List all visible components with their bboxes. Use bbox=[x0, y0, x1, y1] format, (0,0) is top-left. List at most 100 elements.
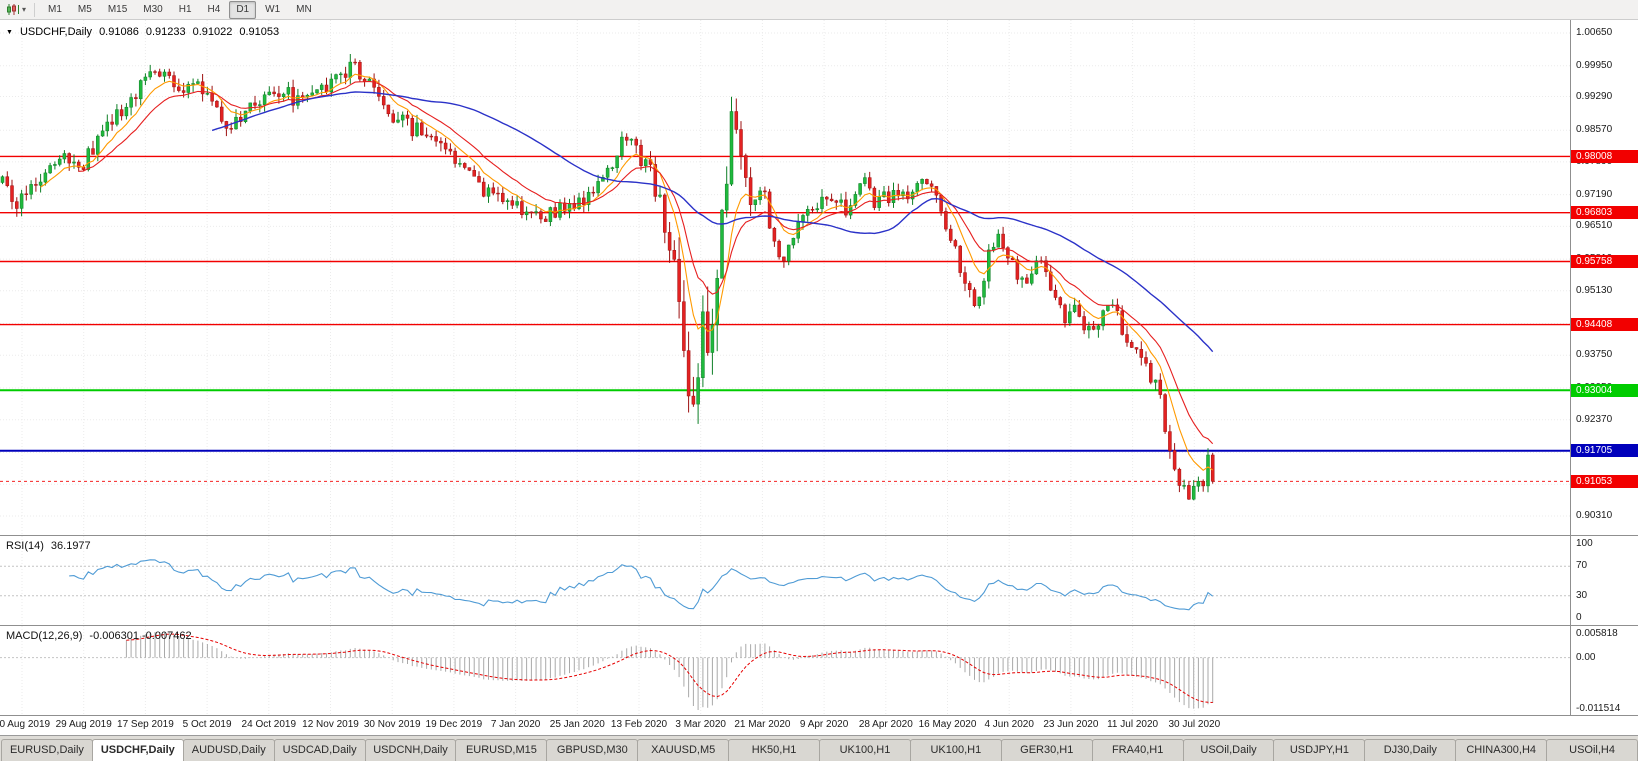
mini-candle-icon bbox=[7, 4, 19, 15]
date-axis-label: 9 Apr 2020 bbox=[799, 719, 849, 730]
chart-tab-eurusd-m15[interactable]: EURUSD,M15 bbox=[455, 739, 548, 761]
timeframe-button-m15[interactable]: M15 bbox=[107, 3, 128, 15]
timeframe-button-mn[interactable]: MN bbox=[296, 3, 312, 15]
timeframe-button-m5[interactable]: M5 bbox=[77, 3, 92, 15]
price-level-tag-0.96803[interactable]: 0.96803 bbox=[1571, 206, 1638, 220]
date-axis-label: 23 Jun 2020 bbox=[1043, 719, 1099, 730]
chart-tab-ger30-h1[interactable]: GER30,H1 bbox=[1000, 739, 1093, 761]
date-axis-label: 21 Mar 2020 bbox=[734, 719, 791, 730]
chart-tab-usdchf-daily[interactable]: USDCHF,Daily bbox=[91, 739, 184, 761]
chart-tab-bar: EURUSD,Daily USDCHF,Daily AUDUSD,Daily USDC… bbox=[0, 735, 1638, 761]
date-axis-label: 7 Jan 2020 bbox=[490, 719, 541, 730]
date-axis-label: 13 Feb 2020 bbox=[610, 719, 668, 730]
date-axis-label: 12 Nov 2019 bbox=[302, 719, 359, 730]
symbol-period-label: USDCHF,Daily bbox=[19, 26, 93, 38]
date-axis-label: 3 Mar 2020 bbox=[675, 719, 726, 730]
chart-tab-usoil-daily[interactable]: USOil,Daily bbox=[1182, 739, 1275, 761]
rsi-axis-label: 70 bbox=[1576, 560, 1588, 572]
rsi-canvas[interactable] bbox=[0, 536, 1570, 625]
timeframe-button-d1[interactable]: D1 bbox=[229, 0, 257, 19]
chart-tab-china300-h4[interactable]: CHINA300,H4 bbox=[1455, 739, 1548, 761]
timeframe-toolbar: ▾ M1 M5 M15 M30 H1 H4 D1 W1 MN bbox=[0, 0, 1638, 20]
symbol-dropdown-icon[interactable]: ▼ bbox=[6, 28, 13, 36]
macd-axis-label: 0.005818 bbox=[1576, 628, 1618, 639]
price-level-tag-0.93004[interactable]: 0.93004 bbox=[1571, 383, 1638, 397]
timeframe-button-m1[interactable]: M1 bbox=[48, 3, 62, 15]
price-axis-label: 0.97190 bbox=[1576, 188, 1613, 200]
price-axis-label: 0.90310 bbox=[1576, 510, 1613, 521]
rsi-indicator-panel[interactable]: RSI(14) 36.1977 bbox=[0, 536, 1570, 626]
rsi-axis: 100 70 30 0 bbox=[1570, 536, 1638, 626]
price-level-tag-0.98008[interactable]: 0.98008 bbox=[1571, 149, 1638, 163]
date-axis-label: 16 May 2020 bbox=[918, 719, 977, 730]
rsi-axis-label: 100 bbox=[1576, 538, 1593, 549]
macd-canvas[interactable] bbox=[0, 626, 1570, 715]
time-axis[interactable]: 10 Aug 2019 29 Aug 2019 17 Sep 2019 5 Oct 2… bbox=[0, 716, 1638, 735]
chart-menu-button[interactable]: ▾ bbox=[4, 3, 29, 16]
date-axis-label: 28 Apr 2020 bbox=[858, 719, 913, 730]
price-level-tag-0.95758[interactable]: 0.95758 bbox=[1571, 255, 1638, 268]
macd-axis-label: 0.00 bbox=[1576, 651, 1596, 663]
chart-tab-usoil-h4[interactable]: USOil,H4 bbox=[1546, 739, 1638, 761]
chart-workspace: ▼ USDCHF,Daily 0.91086 0.91233 0.91022 0… bbox=[0, 20, 1638, 735]
chart-tab-usdcnh-daily[interactable]: USDCNH,Daily bbox=[364, 739, 457, 761]
macd-title: MACD(12,26,9) -0.006301 -0.007462 bbox=[6, 630, 192, 642]
ohlc-open: 0.91086 bbox=[99, 26, 139, 38]
price-axis-label: 0.93750 bbox=[1576, 349, 1613, 361]
price-level-tag-0.91053[interactable]: 0.91053 bbox=[1571, 474, 1638, 488]
macd-axis: 0.005818 0.00 -0.011514 bbox=[1570, 626, 1638, 716]
price-axis-label: 0.99290 bbox=[1576, 90, 1613, 102]
ohlc-close: 0.91053 bbox=[239, 26, 280, 38]
chevron-down-icon: ▾ bbox=[22, 4, 27, 14]
ohlc-high: 0.91233 bbox=[145, 26, 186, 38]
date-axis-label: 4 Jun 2020 bbox=[984, 719, 1034, 730]
date-axis-label: 5 Oct 2019 bbox=[182, 719, 232, 730]
rsi-name: RSI(14) bbox=[6, 540, 44, 552]
chart-tab-dj30-daily[interactable]: DJ30,Daily bbox=[1364, 739, 1457, 761]
price-level-tag-0.91705[interactable]: 0.91705 bbox=[1571, 444, 1638, 458]
rsi-value: 36.1977 bbox=[50, 540, 91, 552]
macd-indicator-panel[interactable]: MACD(12,26,9) -0.006301 -0.007462 bbox=[0, 626, 1570, 716]
chart-tab-fra40-h1[interactable]: FRA40,H1 bbox=[1091, 739, 1184, 761]
timeframe-button-h4[interactable]: H4 bbox=[207, 3, 221, 15]
date-axis-label: 29 Aug 2019 bbox=[55, 719, 112, 730]
timeframe-button-m30[interactable]: M30 bbox=[143, 3, 163, 15]
date-axis-label: 30 Nov 2019 bbox=[363, 719, 421, 730]
macd-value: -0.006301 -0.007462 bbox=[89, 630, 192, 642]
date-axis-label: 30 Jul 2020 bbox=[1168, 719, 1221, 730]
rsi-axis-label: 30 bbox=[1576, 589, 1588, 601]
rsi-title: RSI(14) 36.1977 bbox=[6, 540, 91, 552]
chart-tab-uk100-h1[interactable]: UK100,H1 bbox=[909, 739, 1002, 761]
price-axis-label: 0.95130 bbox=[1576, 284, 1613, 296]
chart-tab-usdcad-daily[interactable]: USDCAD,Daily bbox=[273, 739, 366, 761]
timeframe-button-group: M1 M5 M15 M30 H1 H4 D1 W1 MN bbox=[40, 0, 320, 19]
price-axis-label: 0.92370 bbox=[1576, 413, 1613, 425]
date-axis-label: 17 Sep 2019 bbox=[117, 719, 174, 730]
chart-tab-usdjpy-h1[interactable]: USDJPY,H1 bbox=[1273, 739, 1366, 761]
chart-tab-eurusd-daily[interactable]: EURUSD,Daily bbox=[1, 739, 93, 761]
price-axis[interactable]: 1.006500.999500.992900.985700.978900.971… bbox=[1570, 20, 1638, 536]
chart-tab-uk100-h1[interactable]: UK100,H1 bbox=[819, 739, 911, 761]
price-axis-label: 0.98570 bbox=[1576, 124, 1613, 136]
price-level-tag-0.94408[interactable]: 0.94408 bbox=[1571, 318, 1638, 332]
chart-tab-audusd-daily[interactable]: AUDUSD,Daily bbox=[182, 739, 275, 761]
chart-tab-gbpusd-m30[interactable]: GBPUSD,M30 bbox=[546, 739, 639, 761]
timeframe-button-h1[interactable]: H1 bbox=[178, 3, 192, 15]
price-chart-panel[interactable]: ▼ USDCHF,Daily 0.91086 0.91233 0.91022 0… bbox=[0, 20, 1570, 536]
candlestick-series bbox=[0, 54, 1215, 501]
chart-tab-xauusd-m5[interactable]: XAUUSD,M5 bbox=[637, 739, 730, 761]
macd-axis-label: -0.011514 bbox=[1576, 703, 1621, 714]
date-axis-label: 10 Aug 2019 bbox=[0, 719, 51, 730]
chart-tab-hk50-h1[interactable]: HK50,H1 bbox=[728, 739, 821, 761]
date-axis-label: 11 Jul 2020 bbox=[1107, 719, 1159, 730]
price-axis-label: 0.96510 bbox=[1576, 220, 1613, 232]
price-axis-label: 1.00650 bbox=[1576, 27, 1613, 38]
price-chart-canvas[interactable] bbox=[0, 20, 1570, 535]
chart-title: ▼ USDCHF,Daily 0.91086 0.91233 0.91022 0… bbox=[6, 26, 279, 38]
toolbar-separator bbox=[34, 2, 36, 17]
macd-name: MACD(12,26,9) bbox=[6, 630, 83, 642]
timeframe-button-w1[interactable]: W1 bbox=[265, 3, 281, 15]
price-axis-label: 0.99950 bbox=[1576, 59, 1613, 71]
date-axis-label: 25 Jan 2020 bbox=[549, 719, 605, 730]
